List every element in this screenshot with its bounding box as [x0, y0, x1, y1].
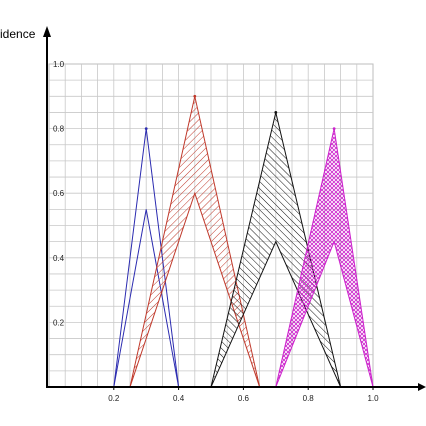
y-tick-label: 0.8 [53, 125, 65, 134]
y-tick-label: 0.2 [53, 318, 65, 327]
x-tick-label: 0.2 [108, 394, 120, 403]
series-3-lower-line [210, 240, 342, 388]
y-tick-label: 1.0 [53, 60, 65, 69]
series-4 [275, 127, 374, 388]
x-tick-label: 0.6 [238, 394, 250, 403]
series-4-peak-point [332, 127, 336, 130]
series-3-band-left [211, 112, 276, 387]
series-3 [210, 111, 342, 388]
x-tick-label: 0.4 [173, 394, 185, 403]
y-axis-arrow [43, 26, 51, 37]
series-4-lower-line [275, 240, 374, 388]
series-layer [113, 94, 374, 388]
y-tick-label: 0.4 [53, 254, 65, 263]
x-axis-arrow [418, 383, 426, 391]
series-3-peak-point [274, 111, 278, 114]
y-tick-label: 0.6 [53, 189, 65, 198]
series-1-lower-line [113, 209, 180, 388]
series-1 [113, 127, 180, 388]
series-2-peak-point [193, 94, 197, 98]
series-1-peak-point [144, 127, 148, 130]
y-axis-title: idence [0, 27, 36, 41]
x-tick-label: 0.8 [303, 394, 315, 403]
axes: 0.2 0.4 0.6 0.8 1.0 0.2 0.4 0.6 0.8 1.0 [43, 26, 426, 403]
x-tick-label: 1.0 [367, 394, 379, 403]
